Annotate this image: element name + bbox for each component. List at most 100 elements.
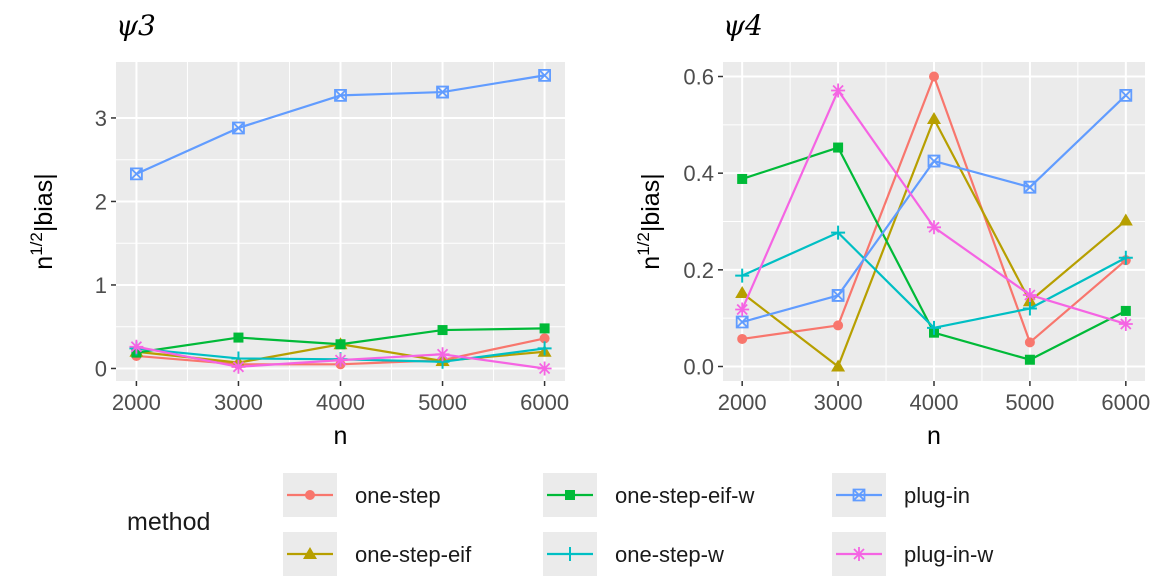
panel-2-tick-label-x: 2000 [718,390,767,415]
panel-2-point-one-step-w [735,268,750,283]
panel-2-point-one-step [833,320,844,331]
panel-2-point-plug-in [831,289,845,302]
panel-2-tick-label-x: 4000 [910,390,959,415]
panel-2-point-one-step-w [831,225,846,240]
panel-1-tick-label-x: 5000 [418,390,467,415]
legend-label-one-step-eif-w: one-step-eif-w [615,483,755,508]
panel-1-point-plug-in-w [333,353,348,368]
legend-label-plug-in-w: plug-in-w [904,542,994,567]
panel-1-point-plug-in [538,68,551,82]
panel-1-point-plug-in-w [129,339,144,354]
panel-2-point-plug-in [1023,180,1037,194]
panel-1-series-plug-in [130,68,551,181]
legend-marker-plug-in [852,488,866,502]
panel-1-tick-label-y: 3 [95,106,107,131]
panel-1-x-axis-label: n [334,422,348,450]
legend-key-one-step-eif [283,532,337,576]
panel-1-point-one-step [539,333,550,344]
panel-2-point-plug-in-w [831,83,846,98]
legend-label-one-step-eif: one-step-eif [355,542,472,567]
panel-2-y-axis-label-base: n [637,256,665,270]
panel-2-point-one-step-eif [831,359,846,372]
panel-2-point-plug-in-w [1118,316,1133,331]
panel-1-y-axis-label-sup: 1/2 [27,232,46,256]
panel-2-series-plug-in-w [735,83,1133,331]
panel-1-tick-label-y: 0 [95,356,107,381]
legend-key-one-step [283,473,337,517]
panel-2-point-one-step [929,71,939,82]
panel-2-point-one-step-w [927,320,941,335]
panel-2-series-one-step-eif [735,112,1133,372]
panel-2-point-plug-in-w [1022,287,1037,302]
panel-2-tick-label-x: 5000 [1005,390,1054,415]
panel-1-title: ψ3 [116,9,156,42]
legend-key-one-step-w [543,532,597,576]
panel-1-tick-label-x: 3000 [214,390,263,415]
legend-label-one-step: one-step [355,483,441,508]
figure: 2000 3000 4000 5000 60000123ψ3nn1/2|bias|200… [27,9,1150,450]
panel-1-point-one-step-eif-w [539,323,550,334]
legend-key-plug-in-w [832,532,886,576]
panel-1-point-one-step-eif-w [335,339,346,350]
legend-title: method [127,508,211,536]
panel-1-point-plug-in [334,89,347,102]
panel-1-point-plug-in [232,121,245,135]
panel-2-point-one-step-eif [1118,213,1133,226]
legend-marker-plug-in-w [852,547,866,561]
panel-2-y-axis-label-tail: |bias| [637,173,665,232]
panel-1-point-plug-in-w [537,361,552,376]
panel-2-point-one-step [1024,337,1035,348]
panel-2-tick-label-y: 0.2 [683,258,714,283]
panel-1-tick-label-x: 6000 [520,390,569,415]
panel-2-point-plug-in-w [927,220,941,235]
legend-label-one-step-w: one-step-w [615,542,724,567]
panel-2-title: ψ4 [723,9,763,42]
panel-2-series-plug-in [735,88,1133,329]
panel-2-series-one-step-w [735,225,1133,335]
legend-marker-one-step-w [563,547,577,561]
panel-2-tick-label-x: 3000 [814,390,863,415]
panel-1-tick-label-x: 2000 [112,390,161,415]
panel-2-tick-label-y: 0.4 [683,161,714,186]
panel-2-tick-label-x: 6000 [1101,390,1150,415]
panel-1-tick-label-x: 4000 [316,390,365,415]
panel-2-point-one-step-w [1118,250,1133,265]
legend-marker-one-step-eif [303,547,317,559]
panel-1-y-axis-label-base: n [30,256,58,270]
panel-2-point-one-step [737,333,748,344]
panel-2-point-one-step-eif [735,286,750,299]
panel-1-point-plug-in [436,85,449,99]
legend-marker-one-step-eif-w [565,490,575,500]
panel-1-y-axis-label: n1/2|bias| [27,173,58,269]
panel-2-y-axis-label-sup: 1/2 [634,232,653,256]
panel-2-point-plug-in [735,315,749,329]
panel-2-tick-label-y: 0.0 [683,355,714,380]
panel-1-point-plug-in-w [231,359,246,374]
panel-2-series-one-step [737,71,1131,348]
panel-2-y-axis-label: n1/2|bias| [634,173,665,269]
legend-label-plug-in: plug-in [904,483,971,508]
panel-2-point-plug-in [1119,88,1133,102]
panel-1-tick-label-y: 2 [95,189,107,214]
panel-1-point-one-step-w [537,341,552,356]
panel-2-point-one-step-w [1022,301,1037,316]
panel-1-point-one-step-eif-w [437,325,448,336]
panel-1-y-axis-label-tail: |bias| [30,173,58,232]
panel-1-tick-label-y: 1 [95,273,107,298]
panel-1-point-plug-in [130,167,143,181]
panel-2-point-plug-in-w [735,302,750,317]
legend-key-plug-in [832,473,886,517]
panel-1-point-plug-in-w [435,347,450,362]
legend-marker-one-step [305,490,315,500]
panel-2: 2000 3000 4000 5000 60000.00.20.40.6ψ4nn1/2|… [634,9,1150,450]
panel-2-tick-label-y: 0.6 [683,65,714,90]
panel-2-point-one-step-eif [927,112,941,125]
panel-2-point-one-step-eif-w [1024,354,1035,365]
panel-2-x-axis-label: n [927,422,941,450]
panel-2-point-plug-in [927,154,941,168]
panel-2-point-one-step-eif-w [1120,305,1131,316]
legend: method one-step one-step-eif one-step-ei… [0,455,1163,581]
panel-2-point-one-step-eif-w [737,173,748,184]
panel-1-point-one-step-eif-w [233,332,244,343]
legend-key-one-step-eif-w [543,473,597,517]
